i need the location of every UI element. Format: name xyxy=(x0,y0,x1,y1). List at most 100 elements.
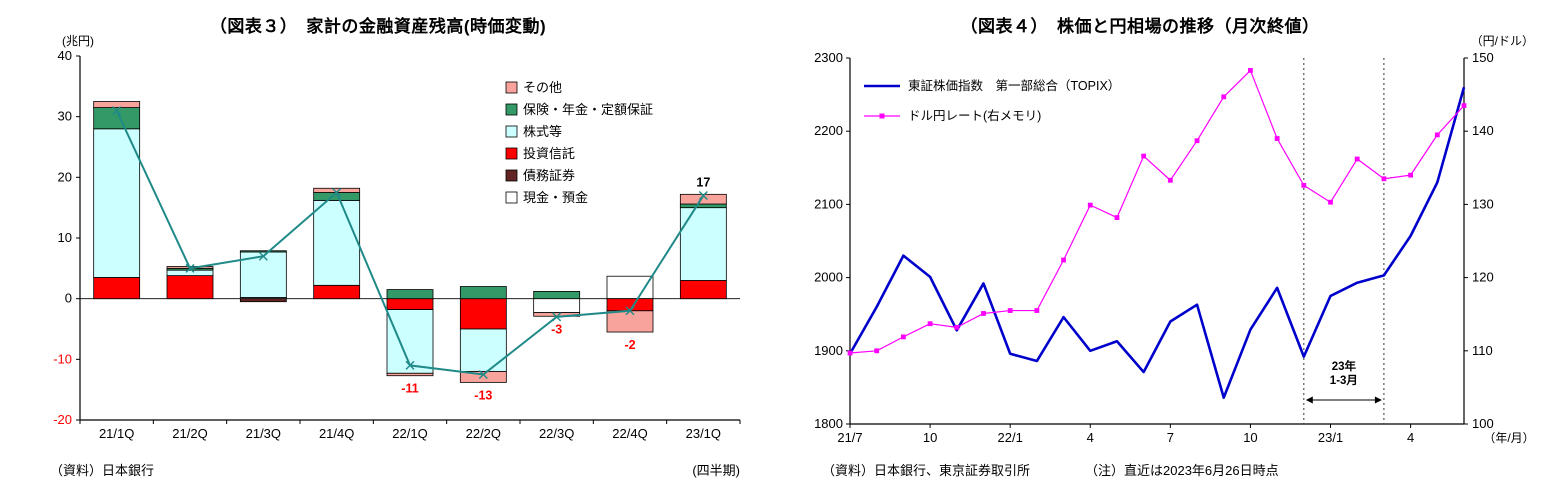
bar-segment xyxy=(239,298,287,303)
usdjpy-line xyxy=(849,69,1465,354)
bar-segment xyxy=(679,280,727,300)
arrowhead-left xyxy=(1305,396,1313,404)
bar-segment xyxy=(459,328,507,372)
bar-segment xyxy=(679,207,727,281)
left-tick-label: 2300 xyxy=(814,50,843,65)
annotation-text: 1-3月 xyxy=(1330,374,1358,387)
legend-label: 株式等 xyxy=(523,124,562,139)
legend-label: 東証株価指数 第一部総合（TOPIX） xyxy=(908,78,1120,93)
bar-segment xyxy=(386,298,434,310)
fig4-stock-fx-chart: （図表４） 株価と円相場の推移（月次終値） （円/ドル） 2300 2200 210… xyxy=(800,8,1548,496)
bar-segment xyxy=(93,101,141,108)
fig4-right-axis-unit: （円/ドル） xyxy=(1470,34,1534,48)
left-tick-label: 1800 xyxy=(814,416,843,431)
right-tick-label: 130 xyxy=(1472,196,1494,211)
bar-segment xyxy=(386,372,434,377)
fig4-plot-area: 2300 2200 2100 2000 1900 1800 150 140 130 120 110 1… xyxy=(814,50,1535,445)
fig4-title: （図表４） 株価と円相場の推移（月次終値） xyxy=(960,17,1320,36)
left-tick-label: 2200 xyxy=(814,123,843,138)
x-marker xyxy=(478,370,488,379)
x-tick-label: 22/3Q xyxy=(539,426,574,441)
legend-label: その他 xyxy=(523,80,562,95)
fig3-plot-area: 40 30 20 10 0 -10 -20 21/1Q 21/2Q 21/3Q 21/4Q 22/1Q… xyxy=(53,48,741,441)
legend-swatch xyxy=(505,81,518,94)
data-label: 17 xyxy=(696,175,710,189)
y-tick-label: -10 xyxy=(53,351,72,366)
x-marker xyxy=(625,306,635,316)
square-marker xyxy=(1167,177,1173,183)
legend-swatch xyxy=(505,103,518,116)
bar-segment xyxy=(313,284,361,300)
bar-segment xyxy=(533,298,581,314)
x-tick-label: 21/1Q xyxy=(99,426,134,441)
x-tick-label: 10 xyxy=(1243,430,1257,445)
bar-segment xyxy=(93,277,141,300)
legend-swatch xyxy=(505,169,518,182)
bar-segment xyxy=(239,250,287,253)
x-marker xyxy=(332,188,342,197)
fig3-x-axis-note: (四半期) xyxy=(692,463,740,478)
x-tick-label: 4 xyxy=(1407,430,1414,445)
y-tick-label: 30 xyxy=(58,109,72,124)
x-tick-label: 22/1Q xyxy=(392,426,427,441)
x-tick-label: 21/3Q xyxy=(246,426,281,441)
data-label: -11 xyxy=(401,382,418,396)
annotation-text: 23年 xyxy=(1332,359,1357,373)
data-label: -3 xyxy=(551,322,562,336)
square-marker xyxy=(1248,68,1253,73)
x-marker xyxy=(185,263,195,273)
square-marker xyxy=(1434,132,1440,138)
x-tick-label: 21/7 xyxy=(837,430,862,445)
legend-swatch xyxy=(505,147,518,160)
right-tick-label: 150 xyxy=(1472,50,1494,65)
bar-segment xyxy=(386,309,434,374)
square-marker xyxy=(1274,136,1280,141)
legend-label: 債務証券 xyxy=(523,168,575,183)
square-marker xyxy=(1087,202,1093,208)
legend-swatch xyxy=(505,191,518,204)
square-marker xyxy=(927,321,933,327)
square-marker xyxy=(1408,172,1414,178)
bar-segment xyxy=(679,203,727,209)
y-tick-label: 20 xyxy=(58,169,72,184)
legend-label: 保険・年金・定額保証 xyxy=(523,102,653,117)
square-marker xyxy=(847,350,853,356)
square-marker xyxy=(1221,94,1227,100)
bar-segment xyxy=(533,290,581,300)
square-marker xyxy=(1381,176,1387,182)
x-tick-label: 10 xyxy=(923,430,937,445)
x-marker xyxy=(698,191,708,201)
bar-segment xyxy=(679,193,727,205)
left-tick-label: 1900 xyxy=(814,343,843,358)
x-marker xyxy=(552,312,562,322)
bar-segment xyxy=(93,128,141,278)
fig4-axes: 2300 2200 2100 2000 1900 1800 150 140 130 120 110 1… xyxy=(814,50,1535,445)
y-tick-label: 0 xyxy=(65,291,72,306)
legend-label: 現金・預金 xyxy=(523,190,588,205)
topix-line xyxy=(848,86,1466,399)
x-tick-label: 22/4Q xyxy=(612,426,647,441)
square-marker xyxy=(954,324,960,330)
x-tick-label: 23/1Q xyxy=(686,426,721,441)
bar-segment xyxy=(606,275,654,300)
square-marker xyxy=(1354,156,1360,162)
bar-segment xyxy=(386,289,434,300)
bar-segment xyxy=(459,298,507,330)
fig3-data-labels: -11 -13 -3 -2 17 xyxy=(401,175,710,402)
square-marker xyxy=(1301,182,1307,188)
fig3-net-change-line xyxy=(112,106,708,379)
fig4-source: （資料）日本銀行、東京証券取引所 xyxy=(822,463,1031,478)
x-tick-label: 21/4Q xyxy=(319,426,354,441)
y-tick-label: 10 xyxy=(58,230,72,245)
fig3-household-assets-chart: （図表３） 家計の金融資産残高(時価変動) (兆円) 40 30 20 10 0 -10 -… xyxy=(28,8,758,496)
x-marker xyxy=(112,106,122,116)
arrowhead-right xyxy=(1374,396,1382,404)
bar-segment xyxy=(606,310,654,333)
square-marker xyxy=(981,311,986,316)
bar-segment xyxy=(166,275,214,300)
fig3-title: （図表３） 家計の金融資産残高(時価変動) xyxy=(209,17,547,36)
bar-segment xyxy=(459,371,507,383)
fig4-note: （注）直近は2023年6月26日時点 xyxy=(1085,463,1279,478)
square-marker xyxy=(1461,103,1467,108)
